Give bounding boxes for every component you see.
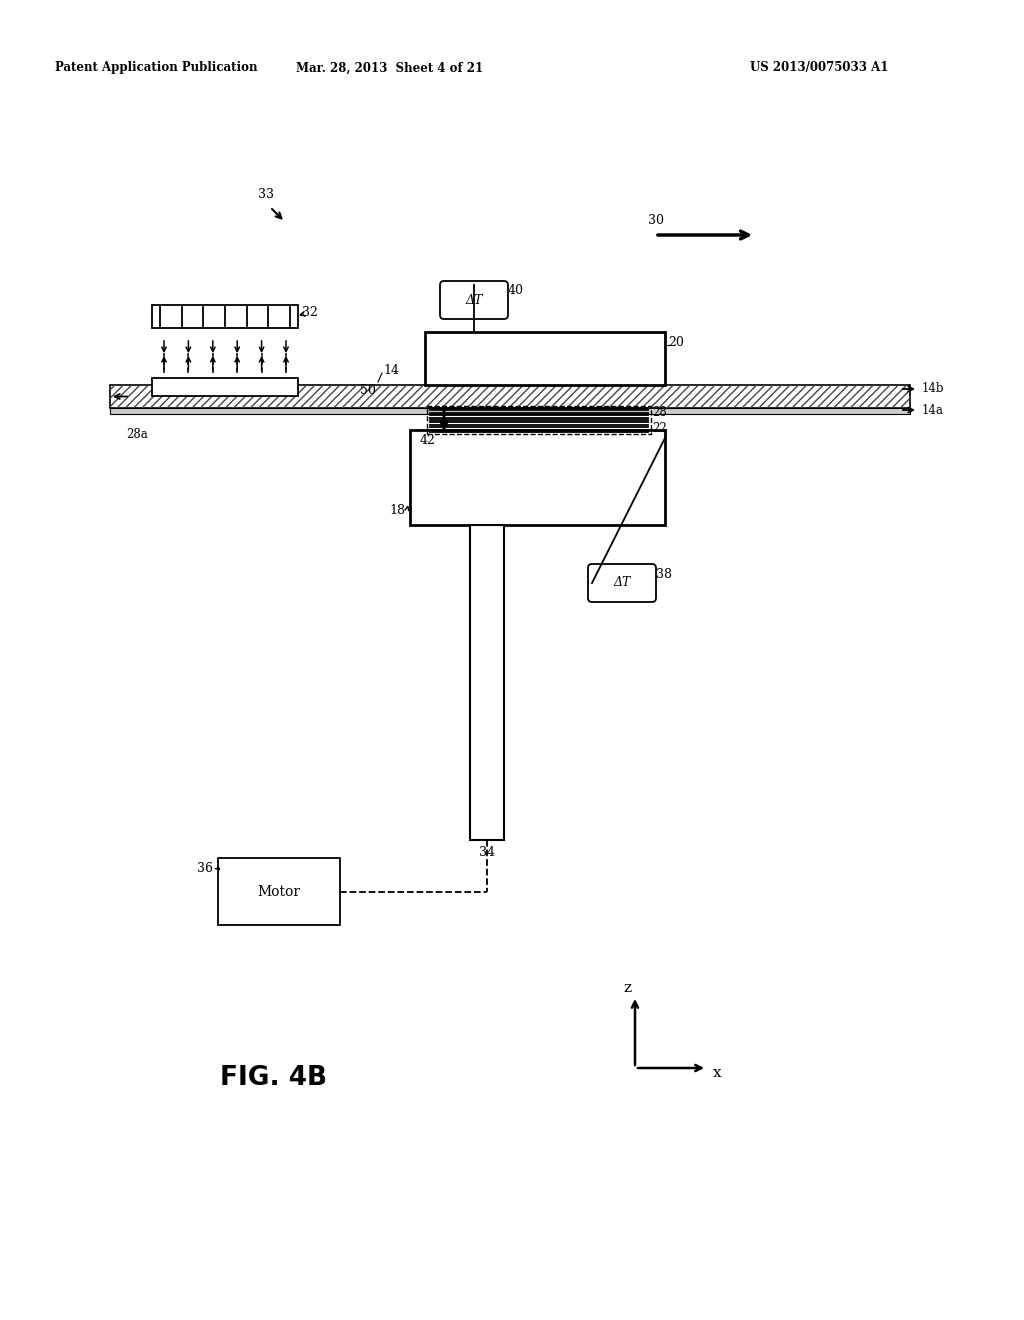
Bar	[470, 525, 504, 840]
Text: z: z	[623, 981, 631, 995]
Text: US 2013/0075033 A1: US 2013/0075033 A1	[750, 62, 889, 74]
Text: ΔT: ΔT	[613, 577, 631, 590]
Text: 32: 32	[302, 305, 317, 318]
Text: 40: 40	[508, 284, 524, 297]
Text: 42: 42	[420, 433, 436, 446]
Text: 14b: 14b	[922, 383, 944, 396]
Text: Mar. 28, 2013  Sheet 4 of 21: Mar. 28, 2013 Sheet 4 of 21	[296, 62, 483, 74]
Bar	[152, 378, 298, 396]
Text: 33: 33	[258, 189, 274, 202]
Text: 28a: 28a	[126, 429, 148, 441]
Text: 30: 30	[648, 214, 664, 227]
Bar	[110, 385, 910, 408]
Bar	[110, 408, 910, 414]
Text: 14a: 14a	[922, 404, 944, 417]
Text: 50: 50	[360, 384, 376, 396]
Text: 34: 34	[479, 846, 495, 858]
Text: 20: 20	[668, 335, 684, 348]
Bar	[410, 430, 665, 525]
Text: x: x	[713, 1067, 721, 1080]
Bar	[427, 407, 651, 434]
Text: Patent Application Publication: Patent Application Publication	[55, 62, 257, 74]
Bar	[152, 305, 298, 327]
Bar	[425, 333, 665, 385]
Text: FIG. 4B: FIG. 4B	[220, 1065, 327, 1092]
Text: ΔT: ΔT	[465, 293, 482, 306]
Bar	[218, 858, 340, 925]
FancyBboxPatch shape	[440, 281, 508, 319]
Bar	[110, 385, 910, 408]
Text: Motor: Motor	[257, 884, 301, 899]
FancyBboxPatch shape	[588, 564, 656, 602]
Text: 36: 36	[197, 862, 213, 874]
Text: 14: 14	[383, 363, 399, 376]
Text: 22: 22	[652, 422, 667, 436]
Text: 38: 38	[656, 569, 672, 582]
Text: 28: 28	[652, 405, 667, 418]
Text: 18: 18	[389, 503, 406, 516]
